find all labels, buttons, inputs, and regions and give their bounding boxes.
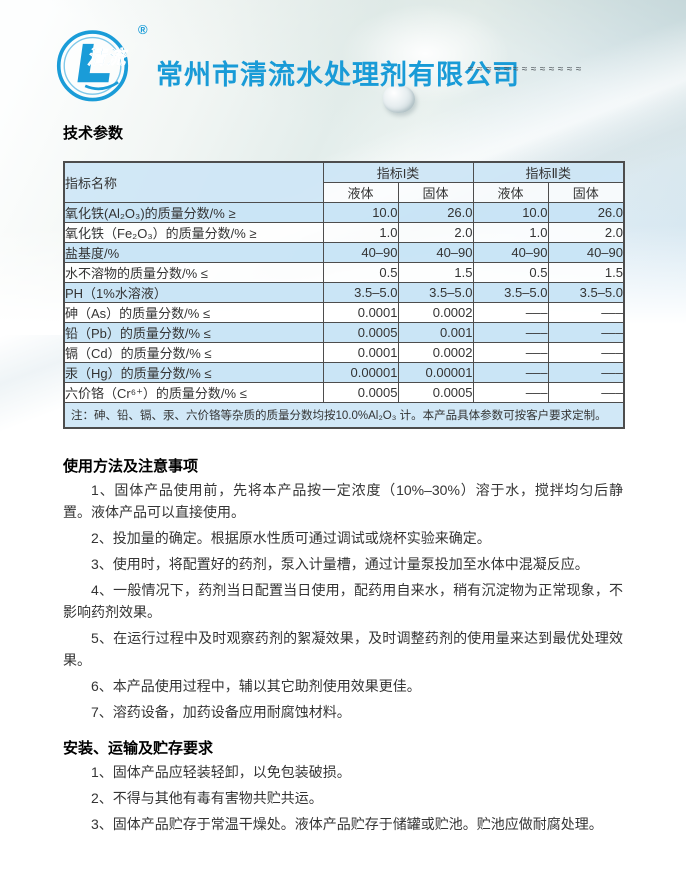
table-cell-value: 10.0: [472, 202, 549, 223]
table-cell-value: –––: [472, 322, 549, 343]
storage-item: 3、固体产品贮存于常温干燥处。液体产品贮存于储罐或贮池。贮池应做耐腐处理。: [91, 816, 603, 832]
table-row-name: 盐基度/%: [63, 242, 324, 263]
table-group-header-class1: 指标I类: [322, 161, 474, 183]
table-sub-header: 固体: [397, 182, 474, 203]
table-row-name: 汞（Hg）的质量分数/% ≤: [63, 362, 324, 383]
storage-item: 2、不得与其他有毒有害物共贮共运。: [91, 790, 323, 806]
table-row-name: PH（1%水溶液）: [63, 282, 324, 303]
table-cell-value: 40–90: [397, 242, 474, 263]
usage-item: 1、固体产品使用前，先将本产品按一定浓度（10%–30%）溶于水，搅拌均匀后静置…: [63, 482, 623, 520]
usage-item: 3、使用时，将配置好的药剂，泵入计量槽，通过计量泵投加至水体中混凝反应。: [91, 556, 589, 572]
table-note-row: 注：砷、铅、镉、汞、六价铬等杂质的质量分数均按10.0%Al₂O₃ 计。本产品具…: [63, 402, 625, 429]
table-sub-header: 液体: [472, 182, 549, 203]
usage-items: 1、固体产品使用前，先将本产品按一定浓度（10%–30%）溶于水，搅拌均匀后静置…: [63, 479, 623, 723]
table-cell-value: 0.0001: [322, 342, 399, 363]
water-droplet: [383, 85, 415, 113]
table-cell-value: 1.5: [547, 262, 625, 283]
table-cell-value: 40–90: [547, 242, 625, 263]
table-cell-value: 3.5–5.0: [472, 282, 549, 303]
usage-item: 2、投加量的确定。根据原水性质可通过调试或烧杯实验来确定。: [91, 530, 491, 546]
table-row-name: 砷（As）的质量分数/% ≤: [63, 302, 324, 323]
registered-mark: ®: [138, 22, 148, 37]
table-row: 盐基度/% 40–90 40–90 40–90 40–90: [63, 242, 625, 263]
table-cell-value: 0.0002: [397, 302, 474, 323]
table-row-name: 氧化铁(Al₂O₃)的质量分数/% ≥: [63, 202, 324, 223]
table-cell-value: –––: [472, 342, 549, 363]
table-group-header-class2: 指标Ⅱ类: [472, 161, 625, 183]
table-cell-value: 3.5–5.0: [547, 282, 625, 303]
table-cell-value: –––: [547, 322, 625, 343]
table-row-name: 六价铬（Cr⁶⁺）的质量分数/% ≤: [63, 382, 324, 403]
section-title-tech-params: 技术参数: [63, 125, 124, 142]
table-sub-header: 液体: [322, 182, 399, 203]
table-cell-value: 2.0: [397, 222, 474, 243]
table-cell-value: 0.0005: [322, 382, 399, 403]
table-row: 水不溶物的质量分数/% ≤ 0.5 1.5 0.5 1.5: [63, 262, 625, 283]
table-cell-value: 3.5–5.0: [322, 282, 399, 303]
table-row-name: 镉（Cd）的质量分数/% ≤: [63, 342, 324, 363]
table-cell-value: 3.5–5.0: [397, 282, 474, 303]
table-sub-header: 固体: [547, 182, 625, 203]
table-row: 汞（Hg）的质量分数/% ≤ 0.00001 0.00001 ––– –––: [63, 362, 625, 383]
table-cell-value: 0.00001: [397, 362, 474, 383]
table-cell-value: 0.0002: [397, 342, 474, 363]
table-cell-value: 0.0005: [322, 322, 399, 343]
usage-item: 6、本产品使用过程中，辅以其它助剂使用效果更佳。: [91, 678, 421, 694]
header-decoration-pattern: ≈≈≈≈≈≈≈≈≈≈≈≈≈: [468, 64, 585, 75]
table-cell-value: 26.0: [397, 202, 474, 223]
usage-item: 4、一般情况下，药剂当日配置当日使用，配药用自来水，稍有沉淀物为正常现象，不影响…: [63, 582, 623, 620]
table-cell-value: 26.0: [547, 202, 625, 223]
table-cell-value: –––: [547, 342, 625, 363]
table-cell-value: 40–90: [322, 242, 399, 263]
table-group-header-row: 指标名称 指标I类 指标Ⅱ类: [63, 161, 625, 203]
table-cell-value: 40–90: [472, 242, 549, 263]
company-name: 常州市清流水处理剂有限公司: [156, 60, 520, 90]
usage-item: 7、溶药设备，加药设备应用耐腐蚀材料。: [91, 704, 351, 720]
table-cell-value: 1.0: [472, 222, 549, 243]
table-cell-value: –––: [472, 362, 549, 383]
spec-table: 指标名称 指标I类 指标Ⅱ类 液体 固体 液体 固体 氧化铁(Al₂O₃)的质量…: [63, 161, 625, 429]
table-row: 氧化铁（Fe₂O₃）的质量分数/% ≥ 1.0 2.0 1.0 2.0: [63, 222, 625, 243]
table-cell-value: 10.0: [322, 202, 399, 223]
table-cell-value: 2.0: [547, 222, 625, 243]
table-cell-value: 0.5: [322, 262, 399, 283]
table-cell-value: –––: [547, 382, 625, 403]
table-cell-value: 0.5: [472, 262, 549, 283]
table-row: 镉（Cd）的质量分数/% ≤ 0.0001 0.0002 ––– –––: [63, 342, 625, 363]
table-note: 注：砷、铅、镉、汞、六价铬等杂质的质量分数均按10.0%Al₂O₃ 计。本产品具…: [63, 402, 625, 429]
table-corner-header: 指标名称: [63, 161, 324, 203]
logo-icon: 清流: [56, 30, 128, 102]
table-row-name: 水不溶物的质量分数/% ≤: [63, 262, 324, 283]
storage-item: 1、固体产品应轻装轻卸，以免包装破损。: [91, 764, 351, 780]
table-cell-value: 0.00001: [322, 362, 399, 383]
table-row: PH（1%水溶液） 3.5–5.0 3.5–5.0 3.5–5.0 3.5–5.…: [63, 282, 625, 303]
table-cell-value: 0.0005: [397, 382, 474, 403]
table-row: 砷（As）的质量分数/% ≤ 0.0001 0.0002 ––– –––: [63, 302, 625, 323]
usage-item: 5、在运行过程中及时观察药剂的絮凝效果，及时调整药剂的使用量来达到最优处理效果。: [63, 630, 623, 668]
table-cell-value: –––: [547, 302, 625, 323]
table-cell-value: 0.0001: [322, 302, 399, 323]
table-cell-value: –––: [547, 362, 625, 383]
section-title-storage: 安装、运输及贮存要求: [63, 740, 214, 757]
logo-qingliu-text: 清流: [87, 47, 128, 69]
company-logo: 清流 ®: [52, 22, 162, 106]
table-cell-value: –––: [472, 382, 549, 403]
table-cell-value: 0.001: [397, 322, 474, 343]
table-cell-value: –––: [472, 302, 549, 323]
document-content: 技术参数 指标名称 指标I类 指标Ⅱ类 液体 固体 液体 固体 氧化铁(Al₂O…: [63, 125, 625, 835]
table-cell-value: 1.0: [322, 222, 399, 243]
table-row: 氧化铁(Al₂O₃)的质量分数/% ≥ 10.0 26.0 10.0 26.0: [63, 202, 625, 223]
table-row-name: 氧化铁（Fe₂O₃）的质量分数/% ≥: [63, 222, 324, 243]
table-cell-value: 1.5: [397, 262, 474, 283]
storage-items: 1、固体产品应轻装轻卸，以免包装破损。 2、不得与其他有毒有害物共贮共运。 3、…: [63, 761, 623, 835]
table-row: 六价铬（Cr⁶⁺）的质量分数/% ≤ 0.0005 0.0005 ––– –––: [63, 382, 625, 403]
table-row-name: 铅（Pb）的质量分数/% ≤: [63, 322, 324, 343]
section-title-usage: 使用方法及注意事项: [63, 458, 199, 475]
table-sub-header-row: 液体 固体 液体 固体: [64, 182, 625, 203]
table-row: 铅（Pb）的质量分数/% ≤ 0.0005 0.001 ––– –––: [63, 322, 625, 343]
